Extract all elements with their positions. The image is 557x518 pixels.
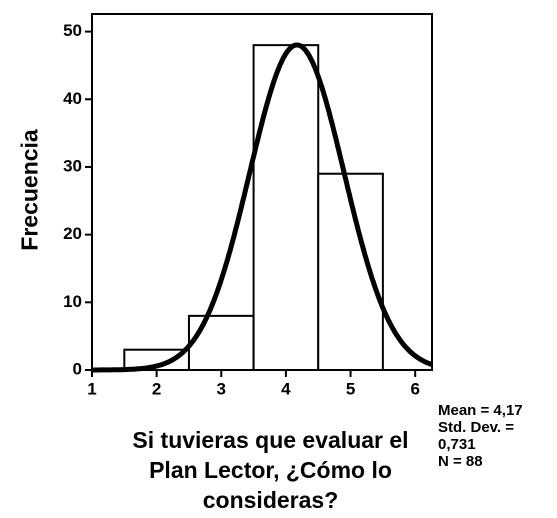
stat-n: N = 88 [438,453,483,470]
x-axis-label: Si tuvieras que evaluar el Plan Lector, … [132,427,409,513]
x-tick-label: 5 [346,379,355,398]
stat-std: Std. Dev. = 0,731 [438,419,514,453]
stat-mean: Mean = 4,17 [438,402,523,419]
bar [252,44,320,371]
y-tick-label: 0 [73,359,82,378]
x-tick-label: 1 [87,379,96,398]
y-tick-label: 40 [63,89,82,108]
y-tick-label: 50 [63,21,82,40]
y-tick-label: 10 [63,292,82,311]
y-tick-label: 20 [63,224,82,243]
stats: Mean = 4,17 Std. Dev. = 0,731 N = 88 [438,402,533,470]
plot-frame [91,13,433,371]
x-tick-label: 2 [152,379,161,398]
y-axis-label: Frecuencia [16,129,43,251]
bar [187,314,255,371]
x-tick-label: 4 [281,379,291,398]
x-tick-label: 3 [217,379,226,398]
y-tick-label: 30 [63,156,82,175]
normal-curve [92,42,433,373]
x-tick-label: 6 [410,379,419,398]
